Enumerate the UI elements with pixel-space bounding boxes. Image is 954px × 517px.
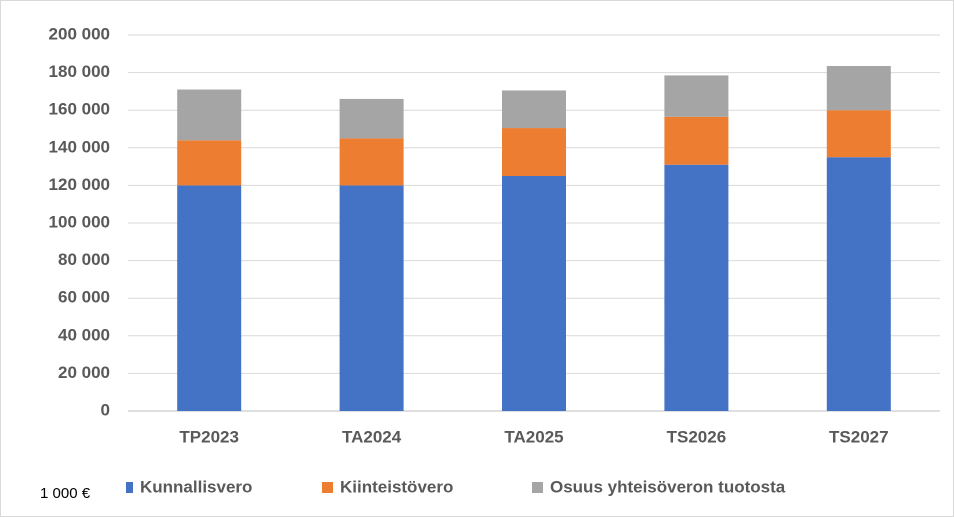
legend-label: Kiinteistövero: [340, 477, 453, 496]
bar-segment: [339, 138, 404, 186]
y-tick-label: 180 000: [49, 62, 110, 81]
bar-segment: [339, 98, 404, 139]
bar-segment: [177, 89, 242, 141]
y-tick-label: 80 000: [58, 250, 110, 269]
y-tick-label: 60 000: [58, 288, 110, 307]
y-tick-label: 20 000: [58, 363, 110, 382]
y-tick-label: 0: [101, 400, 110, 419]
y-tick-label: 200 000: [49, 24, 110, 43]
bar-segment: [826, 66, 891, 111]
x-tick-label: TP2023: [179, 427, 239, 446]
y-tick-label: 100 000: [49, 212, 110, 231]
y-tick-label: 40 000: [58, 325, 110, 344]
bar-segment: [177, 140, 242, 186]
legend-label: Osuus yhteisöveron tuotosta: [550, 477, 786, 496]
x-tick-label: TS2026: [667, 427, 727, 446]
bar-segment: [826, 157, 891, 411]
x-tick-label: TA2025: [504, 427, 563, 446]
legend-swatch: [122, 482, 133, 493]
y-tick-label: 140 000: [49, 137, 110, 156]
legend-swatch: [532, 482, 543, 493]
bar-segment: [339, 185, 404, 411]
legend-label: Kunnallisvero: [140, 477, 252, 496]
bar-segment: [177, 185, 242, 411]
bar-segment: [826, 110, 891, 158]
bar-segment: [664, 116, 729, 165]
bar-segment: [502, 90, 566, 129]
y-tick-label: 120 000: [49, 175, 110, 194]
x-tick-label: TS2027: [829, 427, 889, 446]
x-tick-label: TA2024: [342, 427, 402, 446]
bar-segment: [664, 164, 729, 411]
bar-segment: [664, 75, 729, 117]
bar-segment: [502, 176, 566, 411]
y-tick-label: 160 000: [49, 100, 110, 119]
legend-swatch: [322, 482, 333, 493]
unit-note: 1 000 €: [40, 485, 91, 502]
bar-segment: [502, 128, 566, 176]
note-bg: [30, 478, 126, 508]
